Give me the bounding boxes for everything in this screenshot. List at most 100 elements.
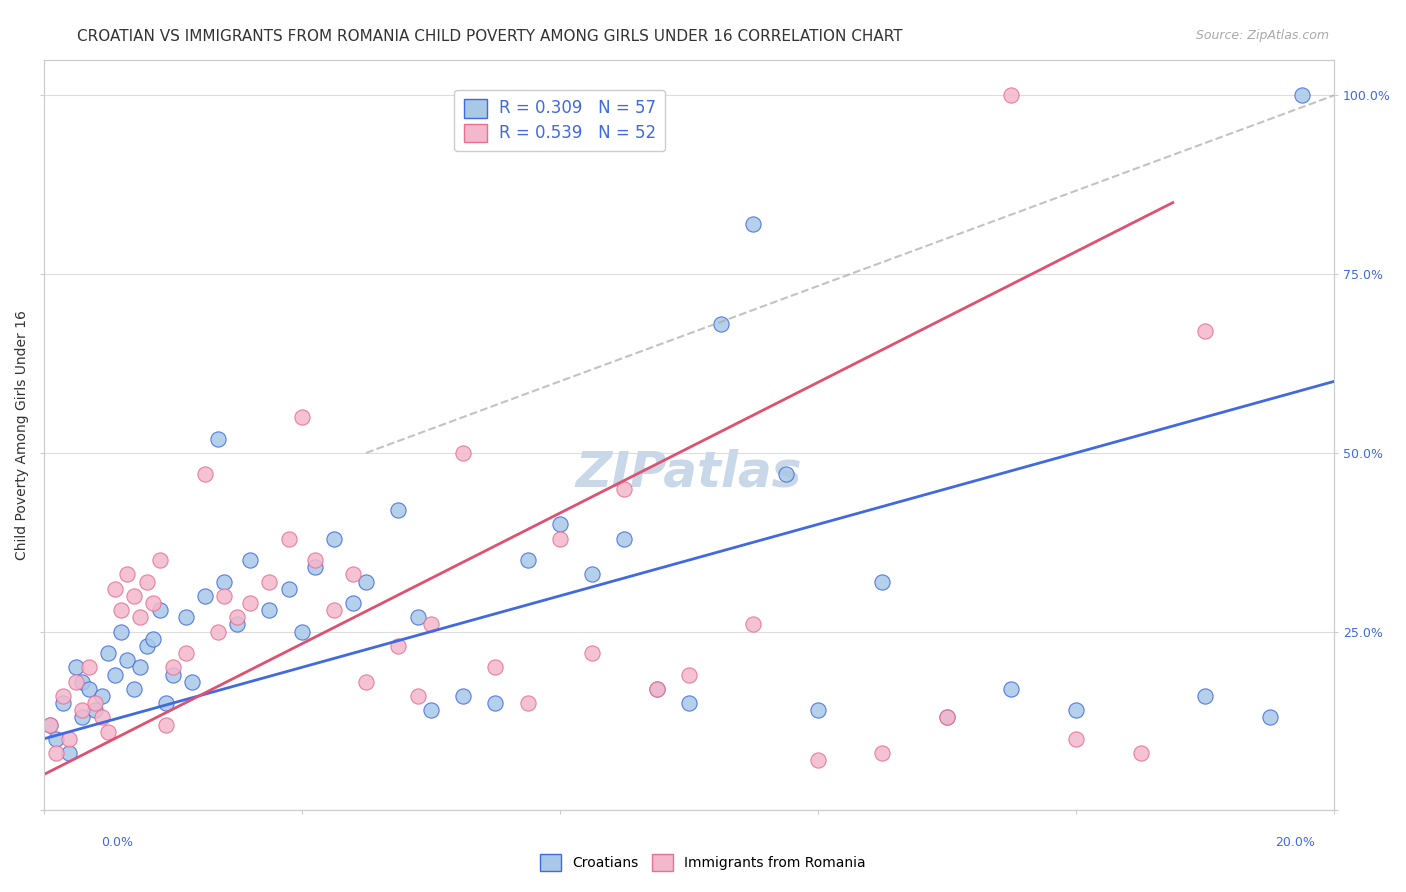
Point bbox=[936, 710, 959, 724]
Point bbox=[155, 717, 177, 731]
Point bbox=[581, 567, 603, 582]
Point bbox=[103, 582, 125, 596]
Point bbox=[304, 560, 326, 574]
Point bbox=[1064, 731, 1087, 746]
Point bbox=[354, 574, 377, 589]
Point bbox=[142, 596, 165, 610]
Point bbox=[65, 660, 87, 674]
Point bbox=[277, 582, 299, 596]
Point bbox=[226, 610, 249, 624]
Point bbox=[304, 553, 326, 567]
Point bbox=[807, 703, 830, 717]
Point bbox=[72, 674, 94, 689]
Point bbox=[581, 646, 603, 660]
Point bbox=[174, 646, 197, 660]
Point bbox=[90, 710, 112, 724]
Point bbox=[710, 317, 733, 331]
Point bbox=[97, 646, 120, 660]
Point bbox=[277, 532, 299, 546]
Point bbox=[1291, 88, 1313, 103]
Point bbox=[181, 674, 204, 689]
Point bbox=[239, 596, 262, 610]
Point bbox=[84, 696, 107, 710]
Point bbox=[39, 717, 62, 731]
Point bbox=[742, 217, 765, 231]
Point bbox=[239, 553, 262, 567]
Point bbox=[212, 589, 235, 603]
Point bbox=[72, 703, 94, 717]
Point bbox=[135, 639, 157, 653]
Point bbox=[342, 567, 364, 582]
Point bbox=[226, 617, 249, 632]
Point bbox=[174, 610, 197, 624]
Point bbox=[162, 660, 184, 674]
Point bbox=[207, 624, 229, 639]
Point bbox=[775, 467, 797, 482]
Point bbox=[259, 603, 281, 617]
Text: ZIPatlas: ZIPatlas bbox=[575, 449, 801, 497]
Point bbox=[548, 532, 571, 546]
Point bbox=[103, 667, 125, 681]
Point bbox=[1064, 703, 1087, 717]
Point bbox=[207, 432, 229, 446]
Point bbox=[194, 467, 217, 482]
Point bbox=[77, 681, 100, 696]
Point bbox=[45, 746, 67, 760]
Point bbox=[45, 731, 67, 746]
Text: 0.0%: 0.0% bbox=[101, 836, 134, 848]
Legend: R = 0.309   N = 57, R = 0.539   N = 52: R = 0.309 N = 57, R = 0.539 N = 52 bbox=[454, 90, 665, 152]
Point bbox=[484, 660, 506, 674]
Point bbox=[39, 717, 62, 731]
Point bbox=[84, 703, 107, 717]
Point bbox=[548, 517, 571, 532]
Text: Source: ZipAtlas.com: Source: ZipAtlas.com bbox=[1195, 29, 1329, 42]
Point bbox=[155, 696, 177, 710]
Point bbox=[406, 689, 429, 703]
Point bbox=[129, 660, 152, 674]
Point bbox=[291, 410, 314, 425]
Point bbox=[387, 503, 409, 517]
Point bbox=[1000, 681, 1022, 696]
Point bbox=[129, 610, 152, 624]
Point bbox=[1194, 324, 1216, 338]
Point bbox=[135, 574, 157, 589]
Point bbox=[323, 603, 346, 617]
Y-axis label: Child Poverty Among Girls Under 16: Child Poverty Among Girls Under 16 bbox=[15, 310, 30, 560]
Point bbox=[451, 689, 474, 703]
Point bbox=[1194, 689, 1216, 703]
Point bbox=[323, 532, 346, 546]
Point bbox=[451, 446, 474, 460]
Point bbox=[678, 667, 700, 681]
Point bbox=[1000, 88, 1022, 103]
Point bbox=[406, 610, 429, 624]
Point bbox=[645, 681, 668, 696]
Point bbox=[142, 632, 165, 646]
Point bbox=[645, 681, 668, 696]
Point bbox=[516, 553, 538, 567]
Point bbox=[52, 696, 75, 710]
Text: CROATIAN VS IMMIGRANTS FROM ROMANIA CHILD POVERTY AMONG GIRLS UNDER 16 CORRELATI: CROATIAN VS IMMIGRANTS FROM ROMANIA CHIL… bbox=[77, 29, 903, 44]
Point bbox=[484, 696, 506, 710]
Point bbox=[97, 724, 120, 739]
Point bbox=[65, 674, 87, 689]
Point bbox=[117, 567, 139, 582]
Point bbox=[613, 532, 636, 546]
Point bbox=[122, 589, 145, 603]
Point bbox=[58, 746, 80, 760]
Point bbox=[117, 653, 139, 667]
Point bbox=[342, 596, 364, 610]
Point bbox=[194, 589, 217, 603]
Text: 20.0%: 20.0% bbox=[1275, 836, 1315, 848]
Legend: Croatians, Immigrants from Romania: Croatians, Immigrants from Romania bbox=[534, 848, 872, 876]
Point bbox=[807, 753, 830, 767]
Point bbox=[516, 696, 538, 710]
Point bbox=[291, 624, 314, 639]
Point bbox=[122, 681, 145, 696]
Point bbox=[872, 746, 894, 760]
Point bbox=[58, 731, 80, 746]
Point bbox=[678, 696, 700, 710]
Point bbox=[259, 574, 281, 589]
Point bbox=[742, 617, 765, 632]
Point bbox=[613, 482, 636, 496]
Point bbox=[162, 667, 184, 681]
